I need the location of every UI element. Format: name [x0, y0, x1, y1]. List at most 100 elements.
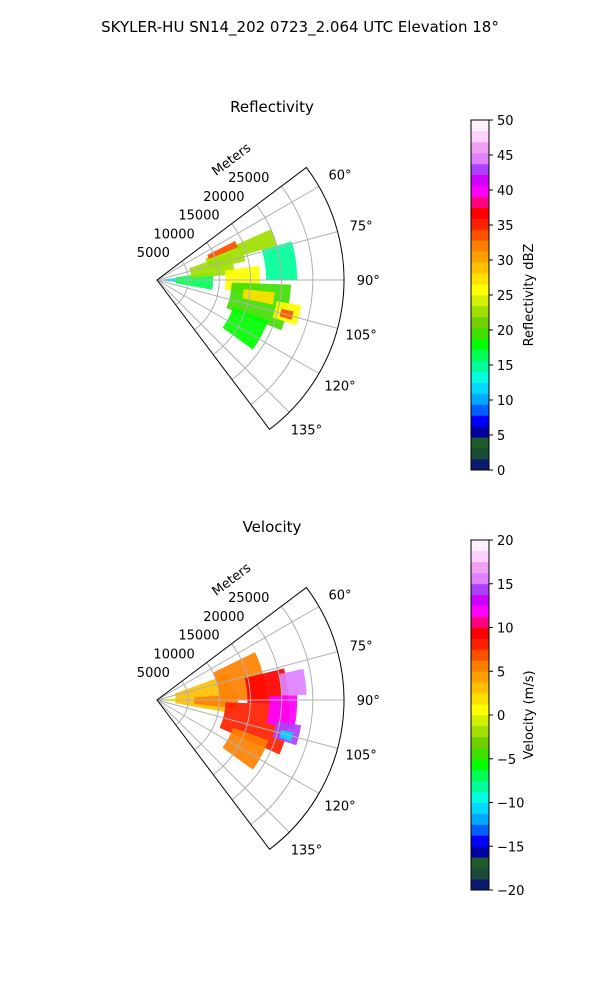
colorbar-tick-label: 30	[497, 254, 514, 269]
colorbar-bin-29	[471, 141, 489, 154]
colorbar-bin-1	[471, 448, 489, 460]
angle-tick-label: 120°	[324, 800, 355, 815]
colorbar-label: Velocity (m/s)	[522, 670, 537, 759]
colorbar-tick-label: 5	[497, 429, 505, 444]
colorbar-bin-5	[471, 824, 489, 836]
echo-region-6	[226, 282, 291, 331]
colorbar-bin-12	[471, 747, 489, 760]
radial-tick-label: 20000	[203, 190, 244, 205]
range-ring-3	[231, 204, 283, 380]
colorbar-bin-17	[471, 693, 489, 705]
azimuth-spoke-1	[156, 651, 338, 701]
echo-layer	[164, 652, 307, 770]
radial-tick-label: 15000	[178, 629, 219, 644]
colorbar-bin-1	[471, 868, 489, 880]
angle-tick-label: 105°	[345, 749, 376, 764]
colorbar-bin-7	[471, 802, 489, 814]
angle-tick-label: 75°	[350, 219, 373, 234]
colorbar-bin-31	[471, 540, 489, 552]
range-ring-1	[194, 662, 220, 751]
colorbar-bin-27	[471, 583, 489, 596]
radial-tick-label: 25000	[228, 171, 269, 186]
echo-region-4	[207, 241, 238, 259]
colorbar-bin-0	[471, 459, 489, 471]
colorbar-bin-30	[471, 550, 489, 563]
echo-region-7	[266, 695, 298, 730]
azimuth-spoke-4	[156, 699, 320, 794]
colorbar-bin-15	[471, 715, 489, 727]
colorbar-bin-2	[471, 857, 489, 869]
colorbar-bin-9	[471, 360, 489, 372]
colorbar-bin-8	[471, 371, 489, 383]
colorbar-label: Reflectivity dBZ	[522, 244, 537, 347]
colorbar-bin-19	[471, 251, 489, 263]
colorbar-bin-28	[471, 152, 489, 165]
colorbar-bin-26	[471, 594, 489, 607]
colorbar-bin-20	[471, 660, 489, 672]
range-ring-0	[175, 680, 189, 726]
colorbar-tick-label: 0	[497, 464, 505, 479]
sector-frame	[156, 586, 345, 851]
colorbar-tick-label: −15	[497, 840, 524, 855]
echo-region-10	[279, 729, 294, 742]
colorbar-bin-21	[471, 229, 489, 241]
angle-tick-label: 90°	[357, 694, 380, 709]
echo-layer	[164, 229, 302, 350]
angle-tick-label: 135°	[291, 423, 322, 438]
colorbar-tick-label: −10	[497, 797, 524, 812]
colorbar-tick-label: 35	[497, 219, 514, 234]
colorbar-bin-24	[471, 616, 489, 628]
echo-region-7	[236, 229, 277, 256]
colorbar-tick-label: 15	[497, 359, 514, 374]
colorbar-bin-10	[471, 769, 489, 782]
azimuth-spoke-1	[156, 231, 338, 281]
colorbar-bin-14	[471, 305, 489, 318]
angle-tick-label: 60°	[328, 168, 351, 183]
colorbar-bin-8	[471, 791, 489, 803]
colorbar-bin-20	[471, 240, 489, 252]
azimuth-spoke-5	[156, 699, 290, 833]
reflectivity-title: Reflectivity	[230, 98, 314, 116]
colorbar-tick-label: 40	[497, 184, 514, 199]
echo-region-8	[242, 289, 275, 305]
radial-tick-label: 5000	[137, 666, 170, 681]
radial-tick-label: 5000	[137, 246, 170, 261]
colorbar-tick-label: 25	[497, 289, 514, 304]
colorbar-bin-18	[471, 262, 489, 274]
colorbar-tick-label: 0	[497, 709, 505, 724]
angle-tick-label: 105°	[345, 329, 376, 344]
colorbar-bin-5	[471, 404, 489, 416]
angle-tick-label: 90°	[357, 274, 380, 289]
sector-frame	[156, 166, 345, 431]
azimuth-spoke-0	[156, 186, 320, 281]
range-ring-1	[194, 242, 220, 331]
colorbar-bin-0	[471, 879, 489, 891]
range-ring-0	[175, 260, 189, 306]
colorbar-bin-21	[471, 649, 489, 661]
echo-region-6	[244, 668, 288, 705]
colorbar-tick-label: 5	[497, 665, 505, 680]
colorbar-bin-23	[471, 627, 489, 639]
reflectivity-panel: Reflectivity 500010000150002000025000Met…	[137, 98, 380, 438]
colorbar-bin-12	[471, 327, 489, 340]
figure-title: SKYLER-HU SN14_202 0723_2.064 UTC Elevat…	[101, 18, 499, 37]
colorbar-bin-14	[471, 725, 489, 738]
azimuth-spoke-3	[156, 279, 338, 329]
velocity-title: Velocity	[243, 518, 302, 536]
colorbar-bin-3	[471, 846, 489, 858]
colorbar-bin-7	[471, 382, 489, 394]
angle-tick-label: 60°	[328, 588, 351, 603]
colorbar-tick-label: 10	[497, 394, 514, 409]
colorbar-tick-label: 20	[497, 324, 514, 339]
echo-region-3	[205, 243, 246, 269]
angle-tick-label: 75°	[350, 639, 373, 654]
echo-region-10	[261, 241, 298, 280]
range-ring-4	[250, 605, 314, 825]
azimuth-spoke-3	[156, 699, 338, 749]
colorbar-bin-13	[471, 736, 489, 749]
colorbar-bin-10	[471, 349, 489, 362]
colorbar-bin-29	[471, 561, 489, 574]
range-ring-4	[250, 185, 314, 405]
